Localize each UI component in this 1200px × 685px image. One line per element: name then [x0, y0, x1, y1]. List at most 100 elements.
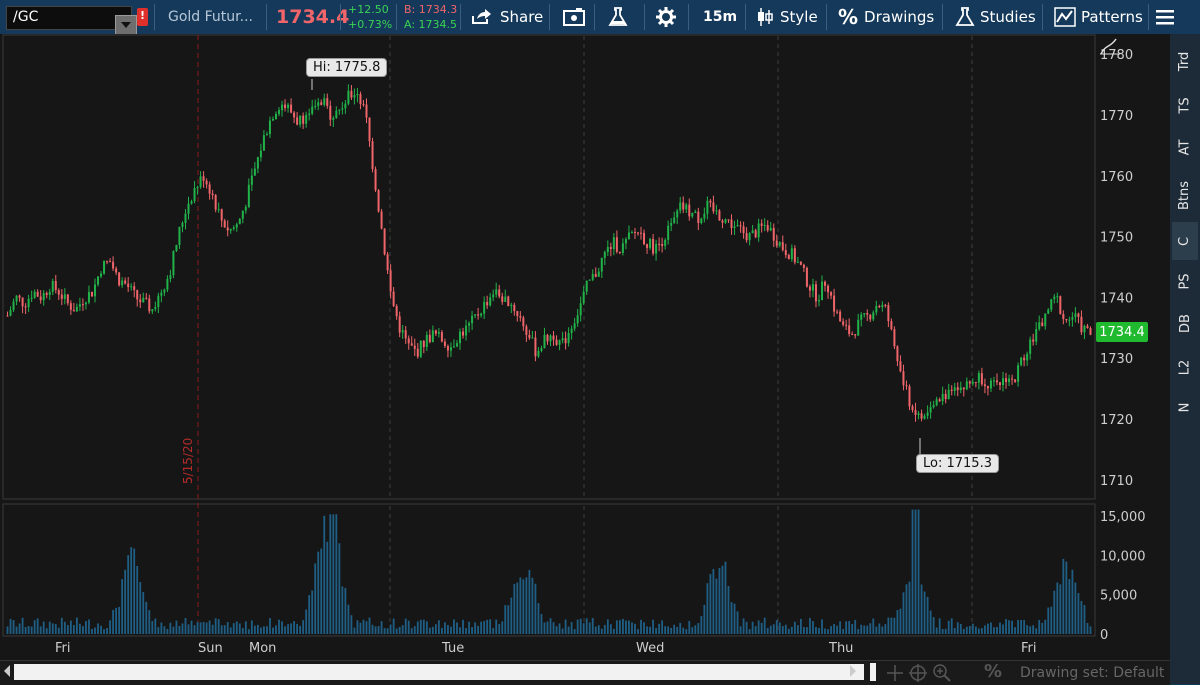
volume-bar	[181, 623, 184, 634]
flask-icon	[608, 7, 628, 26]
volume-bar	[872, 618, 875, 634]
candle-body	[84, 302, 87, 305]
volume-bar	[332, 514, 335, 634]
candle-body	[226, 227, 229, 231]
candle-body	[69, 303, 72, 310]
volume-bar	[667, 626, 670, 634]
candle-body	[609, 247, 612, 250]
patterns-button[interactable]: Patterns	[1054, 0, 1143, 34]
zoom-icon[interactable]	[932, 663, 952, 683]
sidebar-tab-l2[interactable]: L2	[1172, 348, 1198, 386]
volume-bar	[459, 627, 461, 634]
volume-bar	[649, 626, 651, 634]
volume-bar	[278, 619, 280, 634]
scale-toggle-icon[interactable]	[1100, 38, 1117, 55]
candle-body	[504, 296, 507, 302]
scroll-right-arrow-icon[interactable]	[850, 665, 856, 677]
sidebar-tab-n[interactable]: N	[1172, 388, 1198, 426]
candle-body	[407, 338, 410, 344]
candle-body	[567, 333, 570, 344]
volume-bar	[757, 620, 760, 634]
candle-body	[217, 209, 220, 211]
candle-body	[739, 225, 742, 227]
volume-bar	[263, 626, 265, 634]
volume-bar	[450, 626, 452, 634]
candle-body	[6, 315, 9, 317]
crosshair-icon[interactable]	[908, 663, 928, 683]
time-axis-label: Tue	[441, 641, 464, 656]
volume-bar	[875, 626, 878, 634]
volume-bar	[718, 567, 721, 634]
volume-bar	[112, 609, 114, 634]
volume-bar	[845, 621, 848, 634]
volume-bar	[489, 619, 492, 634]
candle-body	[223, 220, 226, 228]
volume-bar	[670, 627, 673, 634]
share-button[interactable]: Share	[470, 0, 543, 34]
candle-body	[709, 200, 712, 203]
sidebar-tab-c[interactable]: C	[1172, 222, 1198, 260]
candle-body	[615, 237, 618, 252]
volume-bar	[917, 509, 920, 634]
toolbar-divider	[460, 4, 461, 30]
drawing-set-label[interactable]: Drawing set: Default	[1020, 665, 1165, 681]
candle-body	[1032, 339, 1035, 342]
volume-bar	[247, 629, 250, 634]
sidebar-tab-ts[interactable]: TS	[1172, 86, 1198, 124]
menu-button[interactable]	[1156, 0, 1174, 34]
candle-body	[971, 381, 974, 384]
volume-bar	[778, 622, 781, 634]
scroll-thumb[interactable]	[14, 664, 864, 680]
sidebar-tab-at[interactable]: AT	[1172, 128, 1198, 166]
chart-panel[interactable]: 5/15/20 1780 1770 1760 1750 1740 1730 1720 1710…	[0, 34, 1170, 660]
sidebar-tab-btns[interactable]: Btns	[1172, 176, 1198, 214]
volume-bar	[1008, 620, 1010, 634]
alert-flag-icon[interactable]: !	[137, 8, 148, 26]
volume-bar	[468, 621, 470, 634]
candle-body	[495, 289, 498, 295]
candle-body	[953, 387, 956, 391]
candle-body	[646, 244, 649, 248]
drawings-button[interactable]: % Drawings	[838, 0, 934, 34]
volume-bar	[884, 624, 887, 634]
style-button[interactable]: Style	[756, 0, 818, 34]
symbol-dropdown-button[interactable]	[115, 15, 137, 35]
toolbar-divider	[340, 4, 341, 30]
sidebar-tab-trd[interactable]: Trd	[1172, 42, 1198, 80]
candle-body	[624, 239, 627, 244]
chart-scrollbar: % Drawing set: Default	[0, 660, 1170, 685]
drawing-set-percent-icon[interactable]: %	[984, 661, 1003, 682]
candle-body	[751, 230, 754, 234]
candle-body	[811, 284, 814, 291]
volume-bar	[299, 625, 302, 634]
volume-bar	[380, 621, 383, 634]
volume-bar	[211, 624, 214, 634]
volume-bar	[784, 624, 787, 634]
candle-body	[983, 384, 986, 387]
sidebar-tab-ps[interactable]: PS	[1172, 262, 1198, 300]
candle-body	[884, 304, 887, 306]
volume-bar	[733, 603, 736, 634]
scroll-end-handle[interactable]	[870, 663, 876, 681]
price-chart[interactable]: 5/15/20 1780 1770 1760 1750 1740 1730 1720 1710…	[0, 34, 1170, 660]
candle-body	[920, 413, 923, 419]
volume-bar	[214, 618, 217, 634]
symbol-text: /GC	[13, 9, 39, 25]
volume-bar	[281, 621, 283, 634]
settings-button[interactable]	[656, 0, 676, 34]
volume-bar	[317, 551, 320, 634]
volume-bar	[742, 618, 745, 634]
volume-bar	[416, 621, 419, 634]
studies-button[interactable]: Studies	[955, 0, 1036, 34]
symbol-input[interactable]: /GC	[6, 6, 137, 35]
snapshot-button[interactable]	[563, 0, 585, 34]
timeframe-selector[interactable]: 15m	[703, 9, 738, 25]
pan-icon[interactable]	[886, 664, 904, 682]
candle-body	[127, 283, 130, 288]
flask-button[interactable]	[608, 0, 628, 34]
sidebar-tab-db[interactable]: DB	[1172, 304, 1198, 342]
volume-bar	[736, 611, 739, 634]
candle-body	[1008, 378, 1011, 383]
volume-bar	[272, 627, 274, 634]
scroll-left-arrow-icon[interactable]	[4, 665, 10, 677]
